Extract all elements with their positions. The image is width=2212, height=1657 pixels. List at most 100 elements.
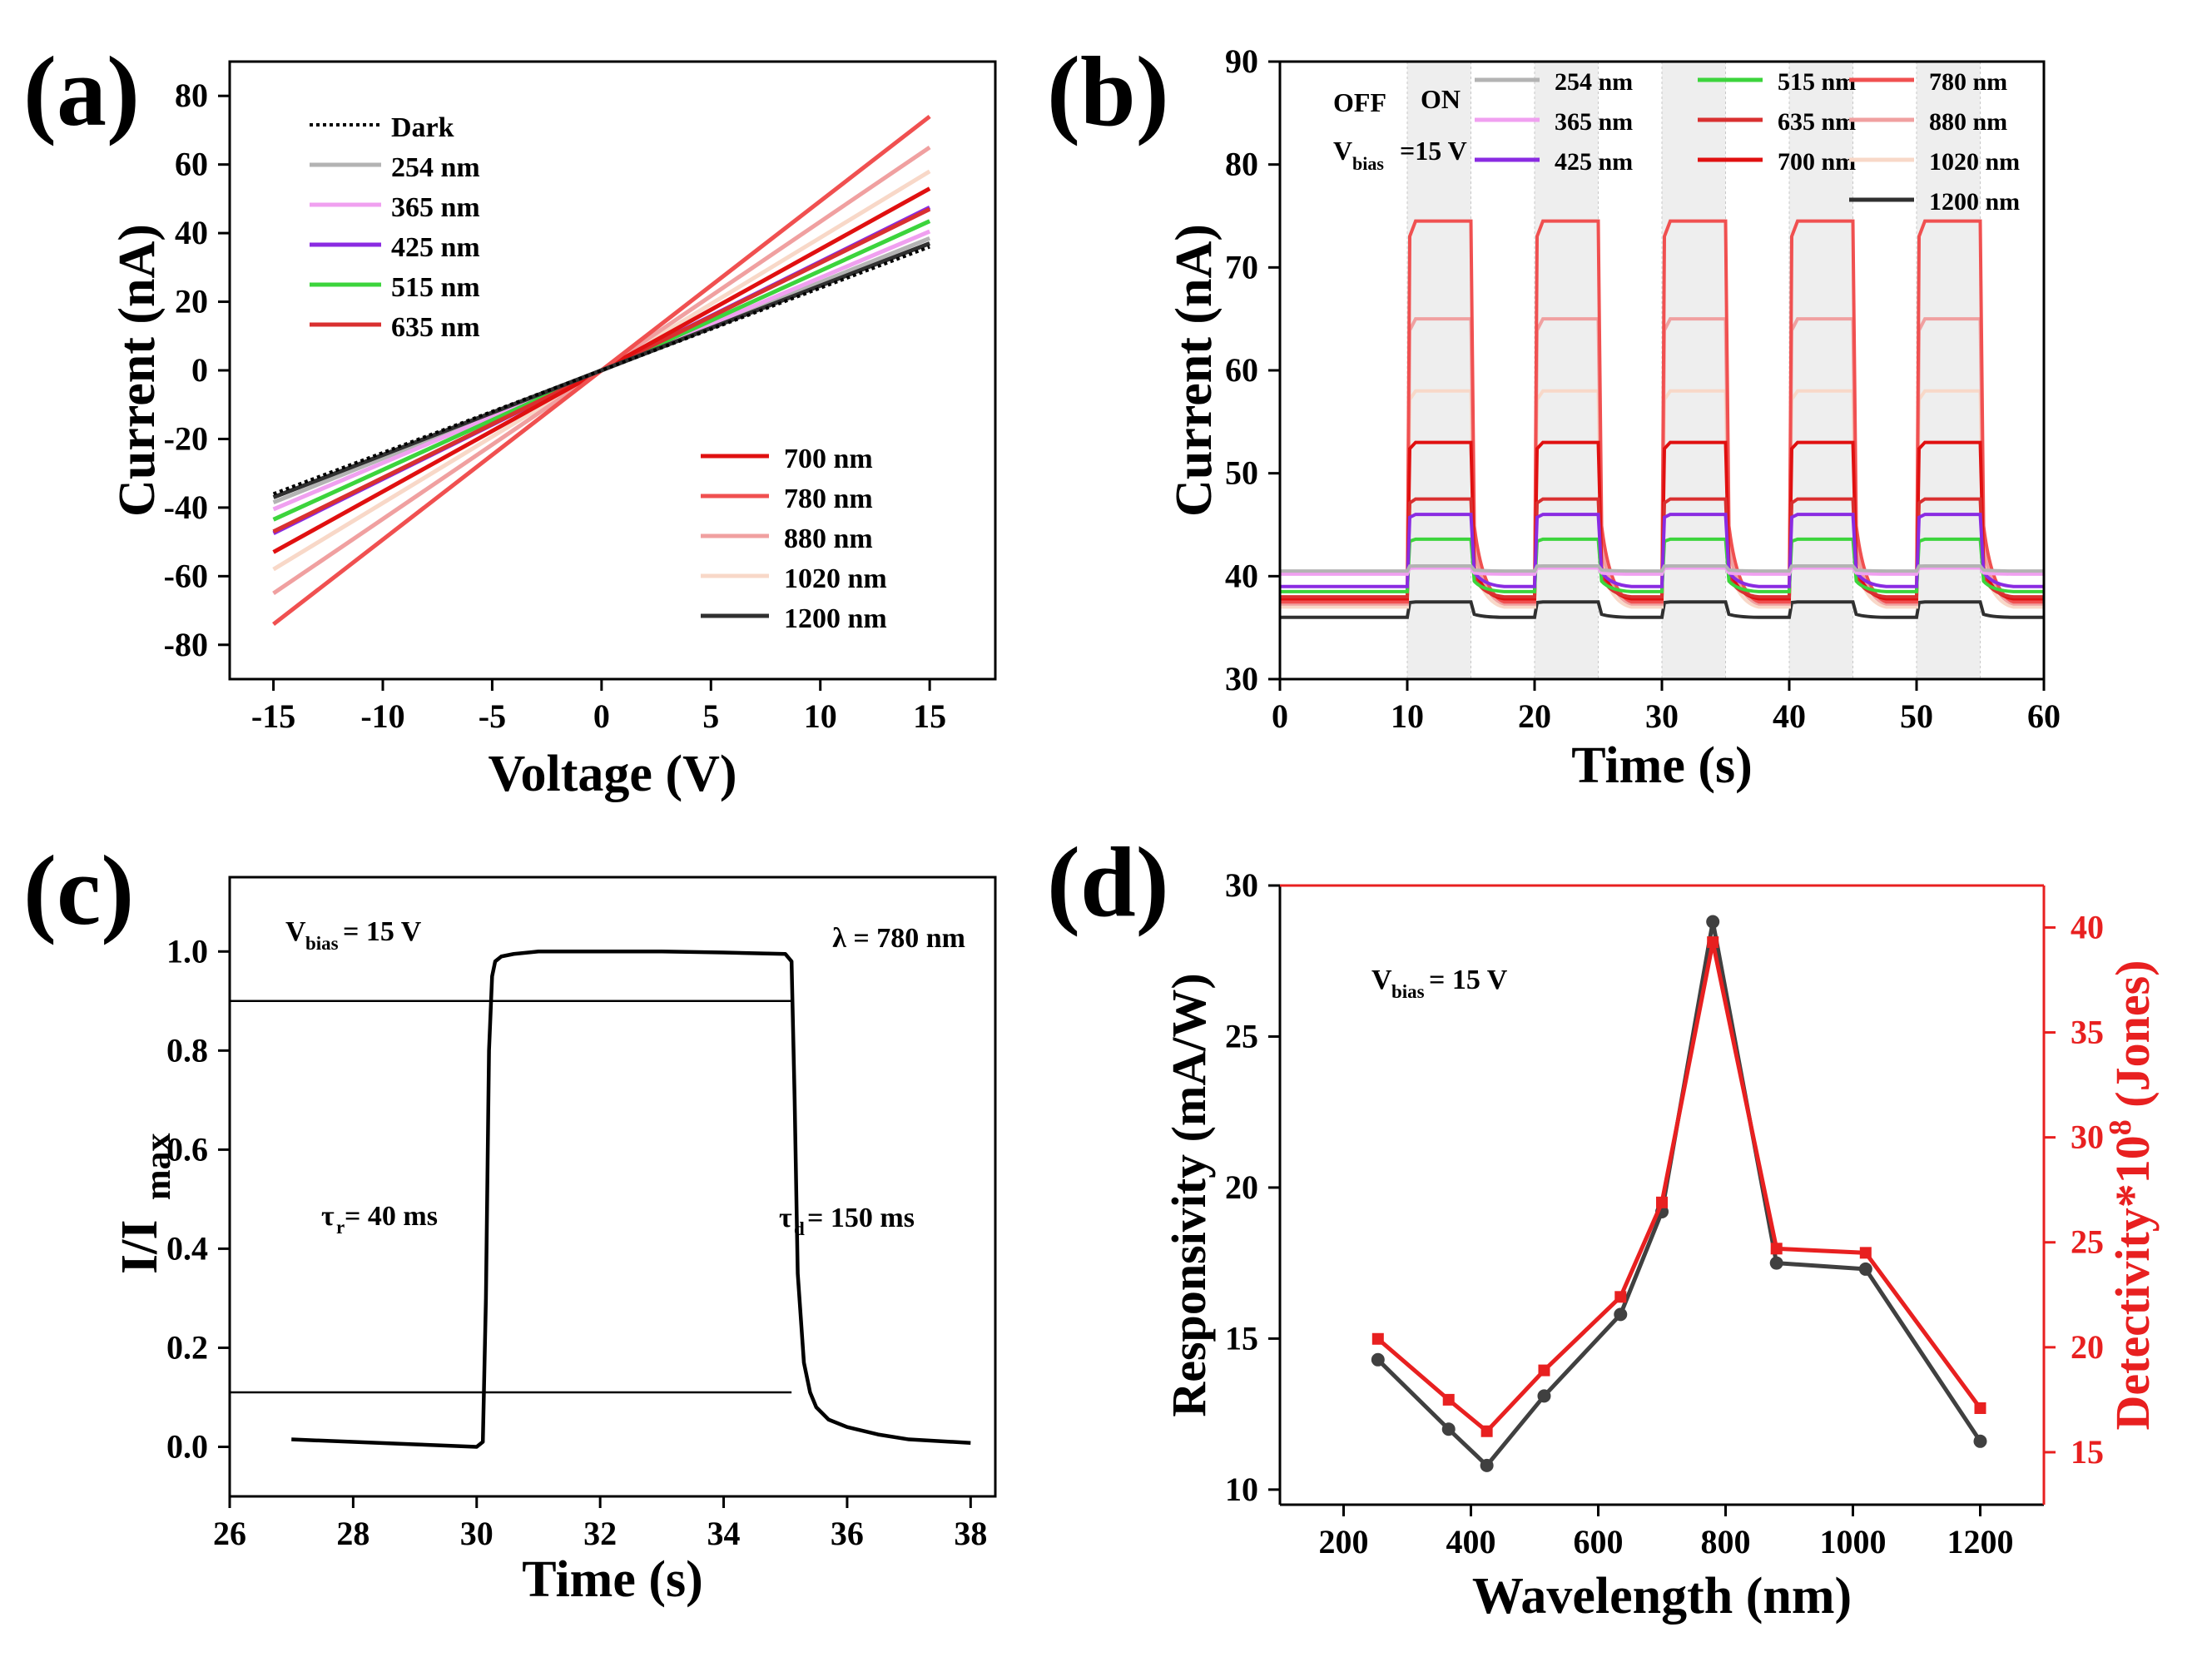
c-ylabel: I/I max: [112, 1133, 178, 1274]
a-ytick-label: 80: [175, 77, 208, 114]
panel-d: 200 400 600 800 1000 1200 10 15 20 25 30 15 20 25 30 35…: [1162, 866, 2160, 1625]
d-ytick-label: 10: [1225, 1471, 1258, 1508]
c-ytick-label: 0.6: [166, 1130, 208, 1168]
d-responsivity-point: [1706, 915, 1720, 929]
panel-label-d: (d): [1047, 826, 1169, 937]
d-responsivity-point: [1371, 1352, 1385, 1367]
b-legend-label: 1020 nm: [1929, 148, 2020, 176]
d-detectivity-point: [1770, 1243, 1783, 1255]
b-vbias-main: V: [1333, 136, 1352, 166]
b-on-label: ON: [1421, 84, 1461, 114]
c-xtick-label: 34: [707, 1515, 741, 1552]
d-responsivity-point: [1858, 1262, 1872, 1276]
a-xlabel: Voltage (V): [488, 746, 737, 802]
c-tau-r-sub: r: [336, 1217, 345, 1238]
d-detectivity-point: [1656, 1196, 1668, 1208]
a-legend-label: Dark: [391, 112, 454, 143]
b-legend-label: 365 nm: [1555, 108, 1633, 136]
a-xtick-label: 0: [593, 697, 610, 735]
panel-label-a: (a): [23, 36, 140, 146]
d-detectivity-line: [1376, 941, 1982, 1435]
c-xtick-label: 32: [583, 1515, 617, 1552]
b-legend-label: 254 nm: [1555, 68, 1633, 96]
c-xtick-label: 38: [954, 1515, 987, 1552]
c-tau-r-rest: = 40 ms: [345, 1201, 438, 1232]
b-on-shade: [1407, 62, 1471, 679]
a-xtick-label: -10: [360, 697, 404, 735]
a-ylabel: Current (nA): [109, 224, 166, 517]
d-xtick-label: 1200: [1947, 1523, 2014, 1560]
a-xtick-label: -5: [479, 697, 506, 735]
b-xtick-label: 10: [1391, 697, 1424, 735]
b-series-line: [1280, 563, 2044, 573]
b-vbias-rest: =15 V: [1400, 136, 1467, 166]
b-on-shade: [1789, 62, 1853, 679]
a-legend-label: 780 nm: [784, 484, 873, 514]
a-xtick-label: 5: [702, 697, 719, 735]
a-xtick-label: 10: [804, 697, 837, 735]
b-xlabel: Time (s): [1571, 737, 1753, 794]
a-ytick-label: -80: [164, 626, 208, 663]
c-ytick-label: 0.2: [166, 1328, 208, 1366]
b-xtick-label: 0: [1272, 697, 1288, 735]
c-xtick-label: 28: [336, 1515, 369, 1552]
c-xtick-label: 36: [831, 1515, 864, 1552]
d-vbias-main: V: [1371, 965, 1392, 995]
b-ytick-label: 90: [1225, 42, 1258, 80]
b-series-line: [1280, 600, 2044, 619]
c-vbias-sub: bias: [305, 933, 339, 954]
d-detectivity-point: [1707, 936, 1719, 949]
b-legend-label: 880 nm: [1929, 108, 2007, 136]
d-right-ytick-label: 35: [2071, 1014, 2104, 1051]
a-xtick-label: -15: [251, 697, 295, 735]
d-responsivity-point: [1973, 1434, 1987, 1448]
b-off-label: OFF: [1333, 87, 1386, 117]
a-legend-label: 254 nm: [391, 152, 480, 183]
a-ytick-label: -20: [164, 419, 208, 457]
d-vbias-rest: = 15 V: [1429, 965, 1508, 995]
d-ytick-label: 30: [1225, 866, 1258, 904]
a-ytick-label: 0: [191, 351, 208, 389]
d-xtick-label: 800: [1701, 1523, 1751, 1560]
b-xtick-label: 50: [1900, 697, 1933, 735]
b-ytick-label: 40: [1225, 557, 1258, 594]
panel-c: 26 28 30 32 34 36 38 0.0 0.2 0.4 0.6 0.8 1.0 Time (s)…: [112, 876, 997, 1608]
panel-a: -15 -10 -5 0 5 10 15 -80 -60 -40 -20 0 20 40 60 80 Volta…: [109, 60, 997, 802]
d-responsivity-line: [1376, 921, 1982, 1469]
d-detectivity-point: [1974, 1402, 1986, 1414]
d-ytick-label: 15: [1225, 1319, 1258, 1357]
d-right-ytick-label: 15: [2071, 1433, 2104, 1471]
d-ytick-label: 20: [1225, 1168, 1258, 1206]
d-xtick-label: 200: [1319, 1523, 1369, 1560]
d-responsivity-point: [1480, 1458, 1494, 1472]
c-xtick-label: 30: [460, 1515, 493, 1552]
b-ytick-label: 80: [1225, 146, 1258, 183]
d-detectivity-point: [1442, 1393, 1455, 1406]
b-vbias-sub: bias: [1352, 153, 1384, 174]
c-tau-r-main: τ: [321, 1201, 335, 1232]
d-detectivity-point: [1480, 1425, 1493, 1437]
c-ylabel-sub: max: [137, 1133, 178, 1200]
d-detectivity-point: [1614, 1291, 1627, 1303]
d-right-ytick-label: 20: [2071, 1328, 2104, 1366]
b-series-line: [1280, 537, 2044, 593]
panel-label-c: (c): [23, 835, 134, 945]
b-xtick-label: 40: [1773, 697, 1806, 735]
a-xtick-label: 15: [913, 697, 946, 735]
b-ytick-label: 50: [1225, 454, 1258, 492]
b-xtick-label: 30: [1645, 697, 1679, 735]
d-responsivity-point: [1537, 1389, 1551, 1403]
d-xtick-label: 600: [1574, 1523, 1624, 1560]
a-ytick-label: 60: [175, 146, 208, 183]
b-on-shade: [1662, 62, 1726, 679]
c-tau-d-rest: = 150 ms: [807, 1203, 915, 1233]
d-detectivity-point: [1538, 1364, 1550, 1377]
b-ytick-label: 70: [1225, 248, 1258, 285]
a-ytick-label: -40: [164, 489, 208, 526]
d-right-ytick-label: 25: [2071, 1223, 2104, 1261]
d-xlabel: Wavelength (nm): [1472, 1568, 1852, 1625]
a-ytick-label: 20: [175, 283, 208, 320]
d-ylabel-right-rest: (Jones): [2105, 960, 2160, 1120]
d-ylabel-right-sup: 8: [2103, 1119, 2138, 1135]
